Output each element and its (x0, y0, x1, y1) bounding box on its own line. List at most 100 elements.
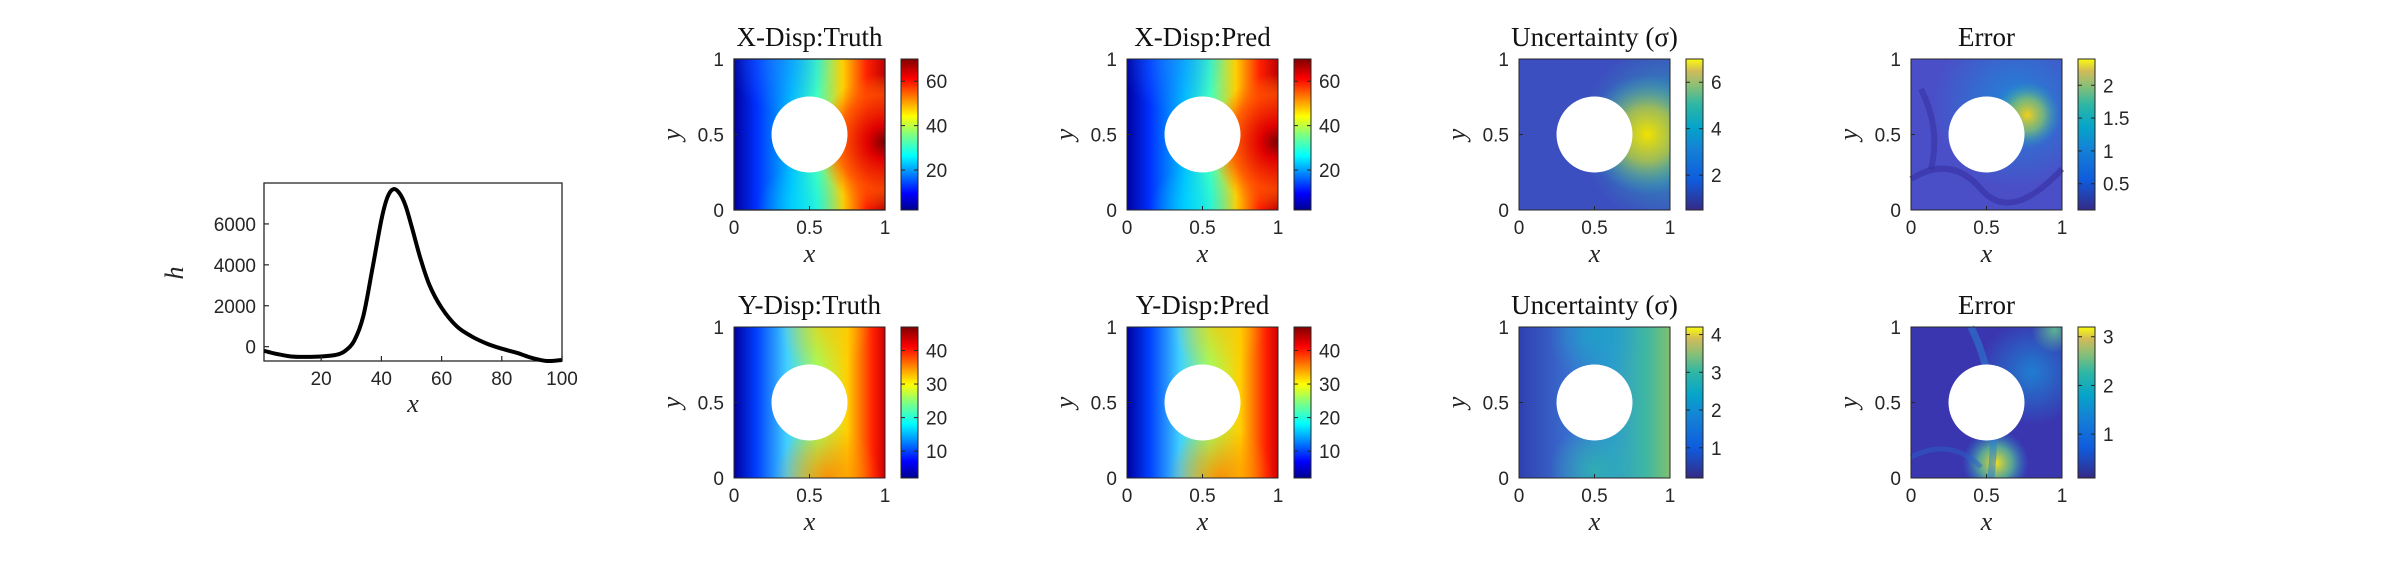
colorbar-tick-label: 1 (1711, 439, 1722, 460)
colorbar-tick-label: 3 (1711, 363, 1722, 384)
y-tick-label: 0.5 (1091, 126, 1117, 147)
axes-frame (1518, 326, 1671, 479)
panel-error-x: 0.5 1 1.5 2 0 0.5 1 0 0.5 1 Error x y (1834, 22, 2129, 268)
colorbar (2077, 58, 2096, 211)
x-tick-label: 0 (1122, 486, 1133, 507)
y-tick-label: 6000 (214, 215, 256, 236)
colorbar-tick-label: 6 (1711, 73, 1722, 94)
x-axis-label: x (1588, 507, 1601, 536)
line-plot-x-ticks: 20 40 60 80 100 (311, 356, 578, 390)
colorbar-tick-label: 20 (926, 161, 947, 182)
y-tick-label: 0 (1106, 201, 1117, 222)
x-tick-label: 1 (2057, 218, 2068, 239)
line-plot-y-ticks: 0 2000 4000 6000 (214, 215, 269, 359)
panel-title: X-Disp:Pred (1134, 22, 1271, 52)
y-tick-label: 1 (1890, 50, 1901, 71)
x-tick-label: 60 (431, 369, 452, 390)
colorbar-tick-label: 1.5 (2103, 109, 2129, 130)
axes-frame (1126, 326, 1279, 479)
colorbar-tick-label: 1 (2103, 425, 2114, 446)
axis-ticks: 0 0.5 1 0 0.5 1 (698, 318, 891, 507)
y-axis-label: y (1442, 396, 1471, 411)
x-tick-label: 0.5 (796, 486, 822, 507)
axis-ticks: 0 0.5 1 0 0.5 1 (1091, 50, 1284, 239)
x-tick-label: 1 (1273, 218, 1284, 239)
colorbar (2077, 326, 2096, 479)
y-tick-label: 1 (713, 318, 724, 339)
hole (1948, 96, 2025, 173)
y-axis-label: y (657, 128, 686, 143)
x-tick-label: 80 (491, 369, 512, 390)
colorbar (1685, 326, 1704, 479)
y-tick-label: 0 (245, 338, 256, 359)
panel-x-disp-truth: 20 40 60 0 0.5 1 0 0.5 1 X-Disp:Truth x y (657, 22, 947, 268)
x-tick-label: 0 (1122, 218, 1133, 239)
colorbar-tick-label: 40 (1319, 117, 1340, 138)
colorbar-tick-label: 4 (1711, 120, 1722, 141)
colorbar-tick-label: 30 (1319, 375, 1340, 396)
panel-title: Y-Disp:Pred (1136, 290, 1270, 320)
panel-title: Error (1958, 290, 2015, 320)
field-map (1127, 327, 1278, 478)
panel-title: X-Disp:Truth (736, 22, 883, 52)
y-tick-label: 0.5 (1875, 126, 1901, 147)
y-tick-label: 0.5 (1483, 394, 1509, 415)
x-tick-label: 1 (1665, 218, 1676, 239)
x-tick-label: 40 (371, 369, 392, 390)
x-axis-label: x (803, 239, 816, 268)
colorbar-tick-label: 60 (926, 72, 947, 93)
x-axis-label: x (803, 507, 816, 536)
colorbar-tick-label: 2 (1711, 401, 1722, 422)
y-axis-label: y (1050, 396, 1079, 411)
x-tick-label: 0.5 (1189, 218, 1215, 239)
x-tick-label: 1 (880, 486, 891, 507)
x-tick-label: 0.5 (1973, 218, 1999, 239)
y-tick-label: 0 (1498, 469, 1509, 490)
axes-frame (733, 58, 886, 211)
x-tick-label: 20 (311, 369, 332, 390)
x-axis-label: x (1196, 239, 1209, 268)
colorbar-tick-label: 3 (2103, 328, 2114, 349)
y-tick-label: 0.5 (1875, 394, 1901, 415)
y-tick-label: 1 (1106, 318, 1117, 339)
y-tick-label: 1 (713, 50, 724, 71)
y-tick-label: 1 (1890, 318, 1901, 339)
x-tick-label: 1 (1665, 486, 1676, 507)
x-tick-label: 0 (1514, 218, 1525, 239)
colorbar-tick-label: 40 (1319, 341, 1340, 362)
y-tick-label: 1 (1498, 318, 1509, 339)
colorbar-tick-label: 1 (2103, 142, 2114, 163)
x-tick-label: 0 (729, 486, 740, 507)
axes-frame (1126, 58, 1279, 211)
colorbar-ticks: 1 2 3 (2078, 328, 2114, 446)
y-axis-label: y (1834, 396, 1863, 411)
axis-ticks: 0 0.5 1 0 0.5 1 (1091, 318, 1284, 507)
colorbar-ticks: 2 4 6 (1686, 73, 1722, 187)
colorbar (900, 326, 919, 479)
colorbar-tick-label: 2 (1711, 166, 1722, 187)
y-tick-label: 0 (713, 201, 724, 222)
x-tick-label: 100 (546, 369, 578, 390)
axes-frame (1910, 58, 2063, 211)
y-tick-label: 1 (1498, 50, 1509, 71)
colorbar-tick-label: 40 (926, 341, 947, 362)
line-plot: 20 40 60 80 100 0 2000 4000 6000 x h (160, 182, 578, 418)
y-tick-label: 4000 (214, 256, 256, 277)
x-tick-label: 0 (729, 218, 740, 239)
y-tick-label: 0.5 (1483, 126, 1509, 147)
colorbar-tick-label: 4 (1711, 326, 1722, 347)
x-tick-label: 0 (1906, 218, 1917, 239)
x-tick-label: 0.5 (1189, 486, 1215, 507)
colorbar-tick-label: 2 (2103, 376, 2114, 397)
y-tick-label: 0 (713, 469, 724, 490)
y-axis-label: y (1442, 128, 1471, 143)
hole (1164, 96, 1241, 173)
colorbar-tick-label: 20 (1319, 161, 1340, 182)
field-map (1909, 59, 2065, 210)
axes-frame (1910, 326, 2063, 479)
line-plot-xlabel: x (406, 389, 419, 418)
y-tick-label: 0 (1890, 469, 1901, 490)
